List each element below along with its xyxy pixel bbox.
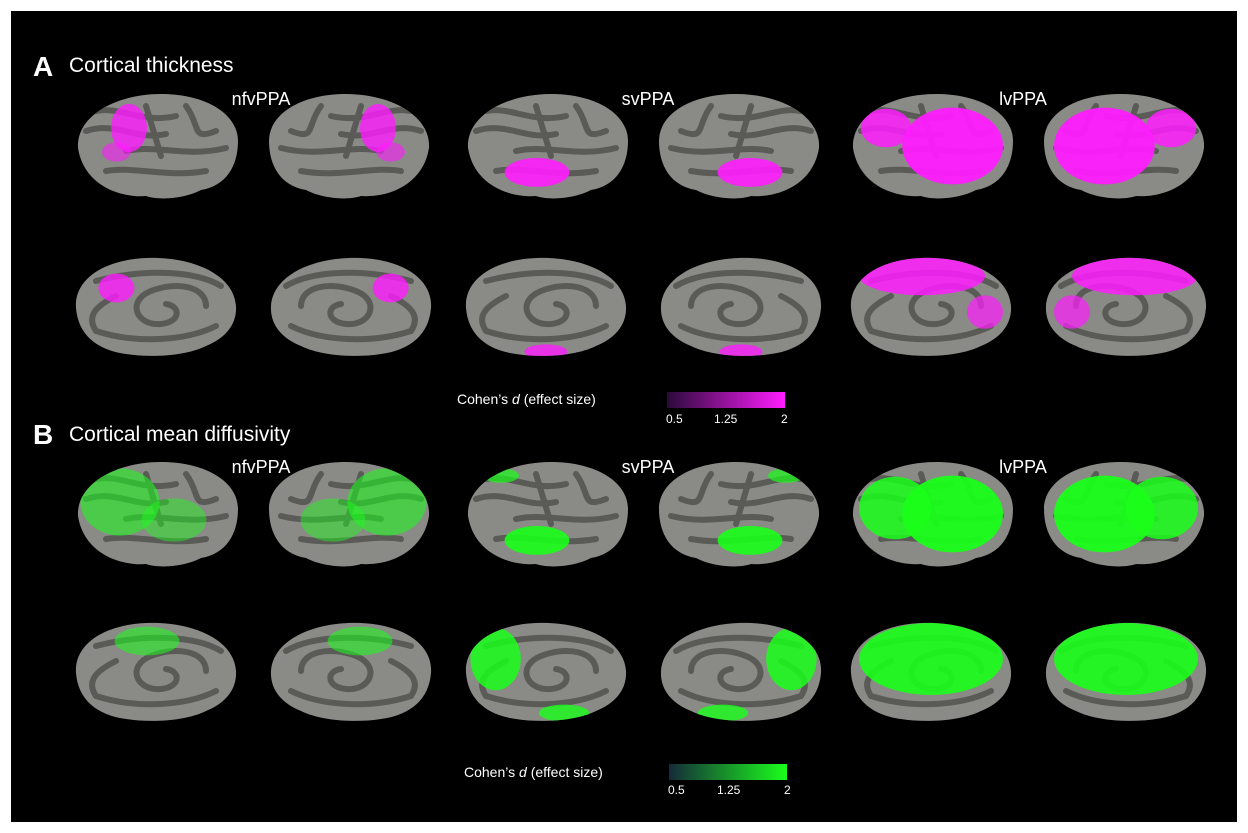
- effect-overlay: [98, 273, 135, 303]
- brain-thickness-nfvppa-right-lateral: [269, 94, 430, 199]
- effect-overlay: [766, 627, 817, 691]
- effect-overlay: [483, 468, 519, 483]
- brain-thickness-lvppa-right-lateral: [1044, 94, 1205, 199]
- brain-diffusivity-svppa-right-medial: [660, 622, 822, 721]
- effect-overlay: [859, 257, 985, 296]
- panel-a-group-svppa: svPPA: [621, 89, 675, 109]
- effect-overlay: [1054, 295, 1090, 329]
- panel-a-colorbar-tick-min: 0.5: [666, 412, 683, 426]
- effect-overlay: [717, 158, 783, 187]
- brain-thickness-svppa-left-lateral: [467, 94, 628, 199]
- effect-overlay: [141, 498, 207, 542]
- effect-overlay: [1072, 257, 1198, 296]
- effect-overlay: [902, 107, 1003, 185]
- panel-a-group-nfvppa: nfvPPA: [231, 89, 291, 109]
- panel-b-colorbar: [669, 764, 787, 780]
- effect-overlay: [300, 498, 366, 542]
- effect-overlay: [717, 526, 783, 555]
- brain-thickness-svppa-right-lateral: [659, 94, 820, 199]
- effect-overlay: [1054, 623, 1198, 695]
- figure-panel: A Cortical thickness nfvPPA svPPA lvPPA …: [11, 11, 1237, 822]
- brain-diffusivity-nfvppa-right-medial: [270, 622, 432, 721]
- brain-diffusivity-lvppa-left-medial: [850, 622, 1012, 721]
- panel-b-group-lvppa: lvPPA: [999, 457, 1047, 477]
- effect-overlay: [111, 104, 147, 152]
- effect-overlay: [967, 295, 1003, 329]
- brain-diffusivity-nfvppa-left-lateral: [77, 462, 238, 567]
- brain-diffusivity-lvppa-right-lateral: [1044, 462, 1205, 567]
- panel-b-group-nfvppa: nfvPPA: [231, 457, 291, 477]
- effect-overlay: [697, 704, 749, 721]
- effect-overlay: [102, 142, 131, 162]
- effect-overlay: [538, 704, 590, 721]
- effect-overlay: [504, 158, 570, 187]
- brain-diffusivity-lvppa-right-medial: [1045, 622, 1207, 721]
- brain-thickness-nfvppa-left-lateral: [77, 94, 238, 199]
- effect-overlay: [1054, 107, 1155, 185]
- brain-thickness-nfvppa-left-medial: [75, 257, 237, 356]
- panel-a-title: Cortical thickness: [69, 54, 234, 77]
- panel-a-colorbar-label: Cohen’s d (effect size): [457, 391, 596, 407]
- effect-overlay: [524, 344, 568, 356]
- effect-overlay: [1145, 108, 1197, 148]
- effect-overlay: [768, 468, 804, 483]
- panel-b-colorbar-tick-max: 2: [784, 783, 791, 797]
- effect-overlay: [347, 468, 427, 536]
- panel-b-colorbar-tick-min: 0.5: [668, 783, 685, 797]
- brain-diffusivity-nfvppa-right-lateral: [269, 462, 430, 567]
- effect-overlay: [504, 526, 570, 555]
- brain-diffusivity-nfvppa-left-medial: [75, 622, 237, 721]
- brain-diffusivity-svppa-left-medial: [465, 622, 627, 721]
- brain-diffusivity-lvppa-left-lateral: [852, 462, 1013, 567]
- panel-a-colorbar: [667, 392, 785, 408]
- effect-overlay: [719, 344, 763, 356]
- panel-b-letter: B: [33, 419, 54, 450]
- brain-thickness-lvppa-right-medial: [1045, 257, 1207, 356]
- effect-overlay: [360, 104, 396, 152]
- brain-diffusivity-svppa-left-lateral: [467, 462, 628, 567]
- brain-thickness-nfvppa-right-medial: [270, 257, 432, 356]
- brain-diffusivity-svppa-right-lateral: [659, 462, 820, 567]
- panel-a-group-lvppa: lvPPA: [999, 89, 1047, 109]
- panel-b-colorbar-tick-mid: 1.25: [717, 783, 741, 797]
- brain-thickness-svppa-right-medial: [660, 257, 822, 356]
- panel-b-title: Cortical mean diffusivity: [69, 423, 291, 446]
- panel-b-group-svppa: svPPA: [621, 457, 675, 477]
- panel-a-colorbar-tick-max: 2: [781, 412, 788, 426]
- effect-overlay: [470, 627, 521, 691]
- effect-overlay: [859, 476, 931, 540]
- effect-overlay: [1126, 476, 1198, 540]
- effect-overlay: [80, 468, 160, 536]
- effect-overlay: [114, 626, 180, 656]
- effect-overlay: [859, 623, 1003, 695]
- panel-b-colorbar-label: Cohen’s d (effect size): [464, 764, 603, 780]
- panel-a-letter: A: [33, 51, 54, 82]
- effect-overlay: [860, 108, 912, 148]
- brain-thickness-lvppa-left-lateral: [852, 94, 1013, 199]
- effect-overlay: [372, 273, 409, 303]
- panel-a-colorbar-tick-mid: 1.25: [714, 412, 738, 426]
- effect-overlay: [376, 142, 405, 162]
- brain-thickness-svppa-left-medial: [465, 257, 627, 356]
- effect-overlay: [327, 626, 393, 656]
- brain-thickness-lvppa-left-medial: [850, 257, 1012, 356]
